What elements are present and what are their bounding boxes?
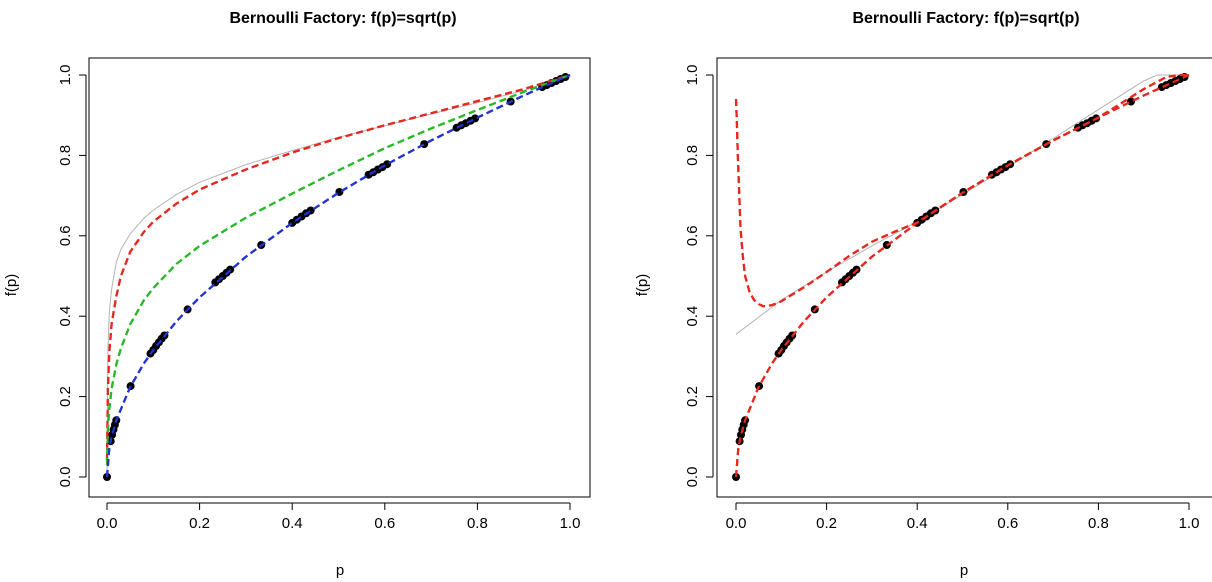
chart-title: Bernoulli Factory: f(p)=sqrt(p) [229,10,456,27]
y-tick-label: 0.2 [57,386,74,407]
x-axis: 0.0 0.2 0.4 0.6 0.8 1.0 [97,502,581,532]
x-tick-label: 0.4 [282,515,303,532]
y-tick-label: 0.8 [57,145,74,166]
series-line-2 [734,73,1190,478]
plot-area [103,73,571,481]
x-axis: 0.0 0.2 0.4 0.6 0.8 1.0 [726,502,1200,532]
series-line-overlay-3 [105,73,571,478]
series-line-overlay-2 [734,73,1190,478]
y-axis-label: f(p) [634,274,651,297]
x-tick-label: 0.8 [1088,515,1109,532]
plot-frame [716,57,1212,498]
x-tick-label: 0.0 [97,515,118,532]
y-tick-label: 0.0 [57,467,74,488]
y-axis: 0.0 0.2 0.4 0.6 0.8 1.0 [57,65,87,488]
plot-area [732,73,1190,481]
series-line-overlay-1 [105,73,571,461]
x-tick-label: 0.0 [726,515,747,532]
x-tick-label: 1.0 [1179,515,1200,532]
x-tick-label: 0.6 [997,515,1018,532]
y-axis-label: f(p) [3,274,20,297]
y-tick-label: 0.8 [684,145,701,166]
x-tick-label: 0.2 [816,515,837,532]
y-tick-label: 0.2 [684,386,701,407]
y-tick-label: 0.4 [684,306,701,327]
y-tick-label: 0.6 [57,225,74,246]
x-tick-label: 0.2 [189,515,210,532]
x-tick-label: 1.0 [560,515,581,532]
reference-curve [735,74,1189,335]
plot-frame [88,57,591,498]
x-tick-label: 0.8 [467,515,488,532]
chart-panel-left: Bernoulli Factory: f(p)=sqrt(p) 0.0 0.2 0.… [3,10,591,579]
x-tick-label: 0.4 [907,515,928,532]
y-tick-label: 0.0 [684,467,701,488]
y-tick-label: 0.6 [684,225,701,246]
x-axis-label: p [336,562,344,579]
series-line-2 [105,73,571,465]
data-point [383,160,392,169]
y-tick-label: 0.4 [57,306,74,327]
series-line-overlay-1 [734,73,1189,308]
x-tick-label: 0.6 [374,515,395,532]
y-axis: 0.0 0.2 0.4 0.6 0.8 1.0 [684,65,714,488]
series-line-overlay-2 [105,73,571,465]
series-line-1 [105,73,571,461]
chart-title: Bernoulli Factory: f(p)=sqrt(p) [852,10,1079,27]
reference-curve [106,74,571,478]
x-axis-label: p [960,562,968,579]
y-tick-label: 1.0 [57,65,74,86]
series-line-3 [105,73,571,478]
chart-panel-right: Bernoulli Factory: f(p)=sqrt(p) 0.0 0.2 0.… [634,10,1212,579]
y-tick-label: 1.0 [684,65,701,86]
